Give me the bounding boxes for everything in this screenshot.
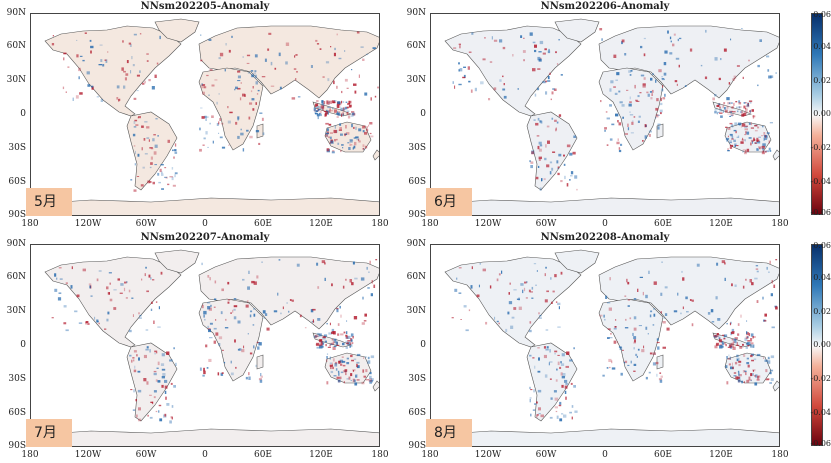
lat-label-30n: 30N — [406, 75, 426, 85]
lat-label-30n: 30N — [406, 306, 426, 316]
lat-label-30s: 30S — [8, 374, 26, 384]
lon-label-180e: 180 — [771, 219, 789, 229]
lon-label-60w: 60W — [135, 219, 157, 229]
colorbar-top — [811, 13, 823, 215]
lon-label-120e: 120E — [709, 450, 733, 460]
lat-label-60s: 60S — [8, 408, 26, 418]
panel-title: NNsm202205-Anomaly — [140, 1, 270, 12]
lon-label-60w: 60W — [535, 219, 557, 229]
map-panel-may: NNsm202205-Anomaly 5月 90N 60N 30N 0 30S … — [0, 0, 400, 230]
colorbar-top-tick: 0.04 — [813, 42, 831, 51]
colorbar-bottom — [811, 244, 823, 446]
lon-label-60w: 60W — [135, 450, 157, 460]
lon-label-60e: 60E — [253, 450, 273, 460]
lat-label-30n: 30N — [6, 75, 26, 85]
colorbar-top-tick: -0.04 — [810, 177, 831, 186]
lat-label-30s: 30S — [408, 143, 426, 153]
lon-label-120w: 120W — [474, 450, 502, 460]
lon-label-0: 0 — [202, 219, 208, 229]
lat-label-60n: 60N — [6, 41, 26, 51]
lat-label-60n: 60N — [406, 272, 426, 282]
map-panel-july: NNsm202207-Anomaly 7月 90N 60N 30N 0 30S … — [0, 231, 400, 461]
lat-label-90n: 90N — [406, 8, 426, 18]
map-frame — [430, 244, 780, 447]
month-label: 6月 — [426, 188, 472, 216]
world-map — [31, 249, 379, 446]
colorbar-bottom-tick: -0.02 — [810, 374, 831, 383]
lon-label-180e: 180 — [371, 219, 389, 229]
world-map — [431, 18, 779, 215]
lat-label-90s: 90S — [8, 210, 26, 220]
lon-label-120w: 120W — [74, 219, 102, 229]
lat-label-0: 0 — [420, 340, 426, 350]
lat-label-0: 0 — [420, 109, 426, 119]
colorbar-bottom-tick: 0.02 — [813, 307, 831, 316]
lon-label-180e: 180 — [771, 450, 789, 460]
map-frame — [430, 13, 780, 216]
lat-label-30s: 30S — [8, 143, 26, 153]
world-map — [31, 18, 379, 215]
lon-label-60w: 60W — [535, 450, 557, 460]
lat-label-90s: 90S — [408, 441, 426, 451]
lon-label-60e: 60E — [653, 450, 673, 460]
month-label: 8月 — [426, 419, 472, 447]
lat-label-60n: 60N — [6, 272, 26, 282]
lon-label-60e: 60E — [653, 219, 673, 229]
colorbar-top-tick: -0.06 — [810, 208, 831, 217]
lon-label-180w: 180 — [21, 450, 39, 460]
lat-label-90s: 90S — [408, 210, 426, 220]
lat-label-60n: 60N — [406, 41, 426, 51]
lat-label-90s: 90S — [8, 441, 26, 451]
colorbar-top-tick: 0.02 — [813, 76, 831, 85]
map-panel-august: NNsm202208-Anomaly 8月 90N 60N 30N 0 30S … — [400, 231, 800, 461]
colorbar-top-tick: -0.02 — [810, 143, 831, 152]
lon-label-0: 0 — [202, 450, 208, 460]
lat-label-60s: 60S — [408, 408, 426, 418]
lat-label-90n: 90N — [406, 239, 426, 249]
lon-label-120w: 120W — [474, 219, 502, 229]
month-label: 7月 — [26, 419, 72, 447]
lat-label-0: 0 — [20, 109, 26, 119]
colorbar-bottom-tick: 0.06 — [813, 241, 831, 250]
panel-title: NNsm202206-Anomaly — [540, 1, 670, 12]
colorbar-top-tick: 0.06 — [813, 10, 831, 19]
lat-label-30s: 30S — [408, 374, 426, 384]
lat-label-30n: 30N — [6, 306, 26, 316]
lat-label-0: 0 — [20, 340, 26, 350]
lon-label-120e: 120E — [309, 219, 333, 229]
world-map — [431, 249, 779, 446]
colorbar-bottom-tick: 0.00 — [813, 340, 831, 349]
lon-label-180w: 180 — [21, 219, 39, 229]
lon-label-120e: 120E — [709, 219, 733, 229]
lon-label-60e: 60E — [253, 219, 273, 229]
panel-title: NNsm202207-Anomaly — [140, 232, 270, 243]
lon-label-120e: 120E — [309, 450, 333, 460]
month-label: 5月 — [26, 188, 72, 216]
colorbar-top-tick: 0.00 — [813, 109, 831, 118]
map-panel-june: NNsm202206-Anomaly 6月 90N 60N 30N 0 30S … — [400, 0, 800, 230]
lon-label-180w: 180 — [421, 219, 439, 229]
colorbar-bottom-tick: 0.04 — [813, 273, 831, 282]
lat-label-90n: 90N — [6, 239, 26, 249]
colorbar-bottom-tick: -0.06 — [810, 439, 831, 448]
lon-label-0: 0 — [602, 450, 608, 460]
map-frame — [30, 244, 380, 447]
lon-label-180e: 180 — [371, 450, 389, 460]
colorbar-bottom-tick: -0.04 — [810, 408, 831, 417]
lat-label-90n: 90N — [6, 8, 26, 18]
lat-label-60s: 60S — [408, 177, 426, 187]
lon-label-120w: 120W — [74, 450, 102, 460]
lon-label-180w: 180 — [421, 450, 439, 460]
panel-title: NNsm202208-Anomaly — [540, 232, 670, 243]
map-frame — [30, 13, 380, 216]
lat-label-60s: 60S — [8, 177, 26, 187]
lon-label-0: 0 — [602, 219, 608, 229]
